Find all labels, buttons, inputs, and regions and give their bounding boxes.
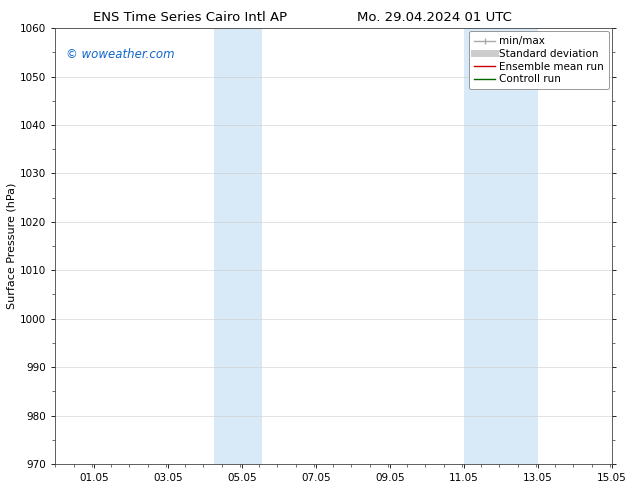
Text: Mo. 29.04.2024 01 UTC: Mo. 29.04.2024 01 UTC — [357, 11, 512, 24]
Y-axis label: Surface Pressure (hPa): Surface Pressure (hPa) — [7, 183, 17, 309]
Text: ENS Time Series Cairo Intl AP: ENS Time Series Cairo Intl AP — [93, 11, 287, 24]
Bar — [464, 28, 538, 464]
Text: © woweather.com: © woweather.com — [66, 48, 175, 61]
Bar — [214, 28, 262, 464]
Legend: min/max, Standard deviation, Ensemble mean run, Controll run: min/max, Standard deviation, Ensemble me… — [469, 31, 609, 90]
